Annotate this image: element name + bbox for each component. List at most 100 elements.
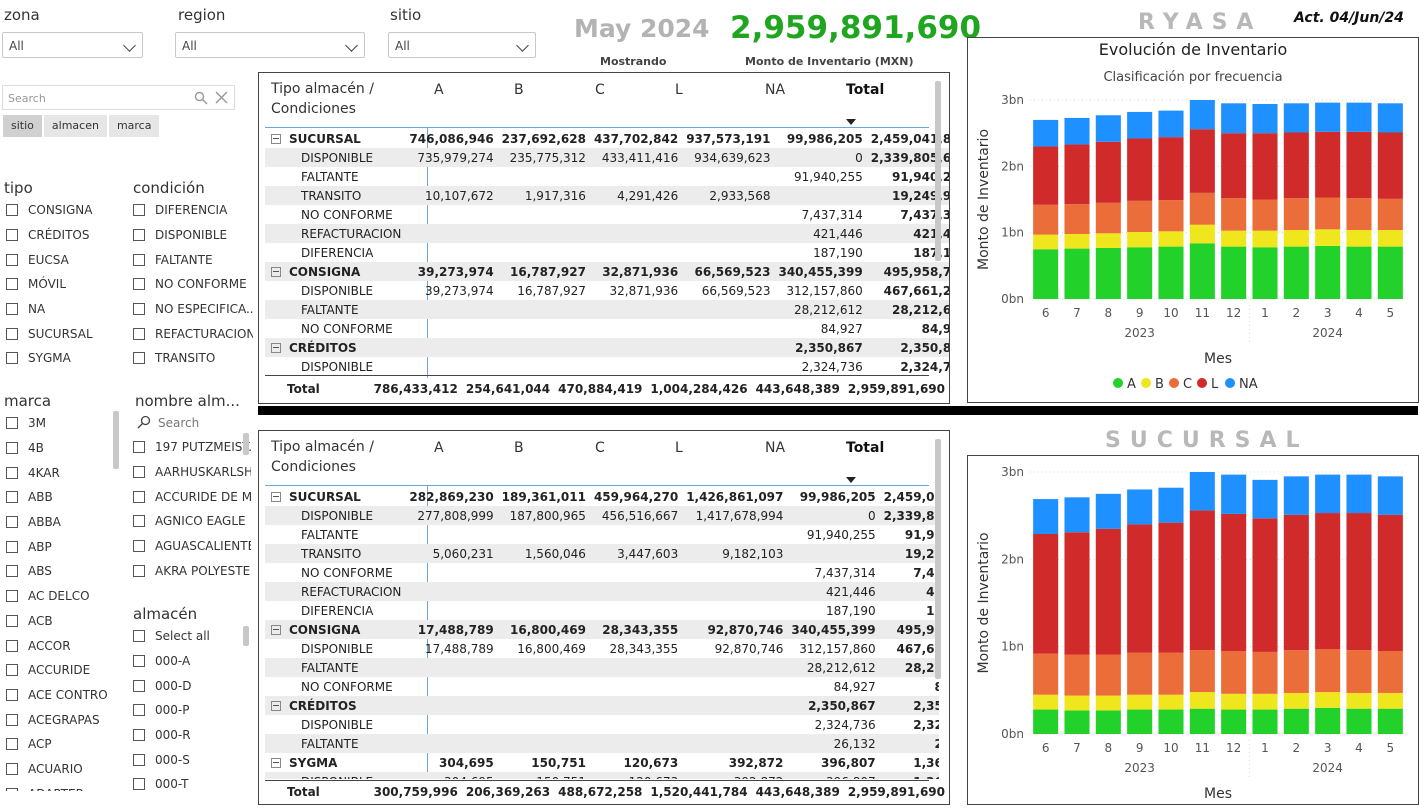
bar-segment-a[interactable] xyxy=(1377,708,1403,734)
bar-segment-na[interactable] xyxy=(1221,103,1247,134)
bar-segment-a[interactable] xyxy=(1189,708,1215,734)
bar-segment-a[interactable] xyxy=(1315,707,1341,734)
checkbox[interactable] xyxy=(133,441,145,454)
bar-segment-b[interactable] xyxy=(1064,695,1090,711)
bar-segment-a[interactable] xyxy=(1252,247,1278,299)
bar-segment-c[interactable] xyxy=(1252,651,1278,694)
bar-segment-a[interactable] xyxy=(1064,248,1090,299)
bar-segment-na[interactable] xyxy=(1064,117,1090,145)
bar-segment-na[interactable] xyxy=(1221,474,1247,514)
collapse-icon[interactable] xyxy=(271,267,281,277)
bar-segment-a[interactable] xyxy=(1283,708,1309,734)
checkbox[interactable] xyxy=(133,630,145,643)
checkbox[interactable] xyxy=(133,303,145,316)
bar-segment-a[interactable] xyxy=(1346,246,1372,299)
nombre-alm-item[interactable]: 197 PUTZMEIST... xyxy=(133,435,251,460)
bar-segment-l[interactable] xyxy=(1158,522,1184,653)
bar-segment-a[interactable] xyxy=(1283,246,1309,299)
checkbox[interactable] xyxy=(6,713,18,726)
marca-item[interactable]: ACP xyxy=(6,732,110,757)
checkbox[interactable] xyxy=(6,664,18,677)
bar-segment-c[interactable] xyxy=(1283,650,1309,693)
bar-segment-c[interactable] xyxy=(1189,650,1215,693)
bar-segment-c[interactable] xyxy=(1221,198,1247,231)
bar-segment-na[interactable] xyxy=(1158,487,1184,523)
checkbox[interactable] xyxy=(6,738,18,751)
checkbox[interactable] xyxy=(6,762,18,775)
tipo-item[interactable]: CONSIGNA xyxy=(6,198,124,223)
bar-segment-c[interactable] xyxy=(1377,198,1403,231)
checkbox[interactable] xyxy=(6,442,18,455)
collapse-icon[interactable] xyxy=(271,758,281,768)
bar-segment-b[interactable] xyxy=(1033,694,1059,710)
almacen-item[interactable]: 000-S xyxy=(133,747,241,772)
bar-segment-c[interactable] xyxy=(1221,651,1247,694)
bar-segment-a[interactable] xyxy=(1252,709,1278,734)
marca-item[interactable]: 4KAR xyxy=(6,460,110,485)
bar-segment-na[interactable] xyxy=(1158,110,1184,138)
bar-segment-l[interactable] xyxy=(1189,510,1215,651)
bar-segment-na[interactable] xyxy=(1377,103,1403,133)
bar-segment-l[interactable] xyxy=(1315,513,1341,650)
bar-segment-c[interactable] xyxy=(1283,198,1309,231)
checkbox[interactable] xyxy=(6,614,18,627)
group-row[interactable]: CONSIGNA 17,488,789 16,800,469 28,343,355 92… xyxy=(265,620,939,639)
condicion-item[interactable]: DISPONIBLE xyxy=(133,223,253,248)
bar-segment-l[interactable] xyxy=(1033,534,1059,654)
checkbox[interactable] xyxy=(6,590,18,603)
checkbox[interactable] xyxy=(133,729,145,742)
bar-segment-a[interactable] xyxy=(1221,709,1247,734)
collapse-icon[interactable] xyxy=(271,343,281,353)
bar-segment-na[interactable] xyxy=(1377,476,1403,515)
bar-segment-l[interactable] xyxy=(1252,133,1278,200)
bar-segment-b[interactable] xyxy=(1127,694,1153,710)
bar-segment-na[interactable] xyxy=(1095,115,1121,142)
condicion-item[interactable]: FALTANTE xyxy=(133,247,253,272)
group-row[interactable]: CONSIGNA 39,273,974 16,787,927 32,871,936 66… xyxy=(265,262,949,281)
bar-segment-l[interactable] xyxy=(1346,131,1372,199)
bar-segment-b[interactable] xyxy=(1221,693,1247,710)
nombre-alm-scrollbar[interactable] xyxy=(243,433,249,455)
bar-segment-b[interactable] xyxy=(1283,692,1309,709)
marca-item[interactable]: ACE CONTRO xyxy=(6,683,110,708)
checkbox[interactable] xyxy=(6,417,18,430)
bar-segment-l[interactable] xyxy=(1283,514,1309,651)
col-header-l[interactable]: L xyxy=(675,82,683,98)
bar-segment-na[interactable] xyxy=(1315,474,1341,514)
checkbox[interactable] xyxy=(133,704,145,717)
bar-segment-l[interactable] xyxy=(1346,513,1372,651)
bar-segment-b[interactable] xyxy=(1221,230,1247,247)
bar-segment-c[interactable] xyxy=(1127,200,1153,233)
bar-segment-a[interactable] xyxy=(1346,708,1372,734)
almacen-item[interactable]: 000-P xyxy=(133,698,241,723)
checkbox[interactable] xyxy=(6,540,18,553)
checkbox[interactable] xyxy=(6,787,18,791)
tipo-item[interactable]: NA xyxy=(6,297,124,322)
bar-segment-l[interactable] xyxy=(1283,132,1309,199)
field-tab-almacen[interactable]: almacen xyxy=(43,115,107,137)
collapse-icon[interactable] xyxy=(271,625,281,635)
collapse-icon[interactable] xyxy=(271,134,281,144)
col-header-total[interactable]: Total xyxy=(846,82,885,98)
bar-segment-l[interactable] xyxy=(1095,528,1121,655)
bar-segment-na[interactable] xyxy=(1346,474,1372,514)
tipo-item[interactable]: MÓVIL xyxy=(6,272,124,297)
checkbox[interactable] xyxy=(133,540,145,553)
checkbox[interactable] xyxy=(133,466,145,479)
marca-item[interactable]: 3M xyxy=(6,411,110,436)
nombre-alm-item[interactable]: AGUASCALIENTES xyxy=(133,534,251,559)
col-header-total[interactable]: Total xyxy=(846,440,885,456)
checkbox[interactable] xyxy=(133,352,145,365)
bar-segment-l[interactable] xyxy=(1033,146,1059,205)
checkbox[interactable] xyxy=(6,688,18,701)
checkbox[interactable] xyxy=(6,278,18,291)
field-tab-marca[interactable]: marca xyxy=(108,115,160,137)
bar-segment-b[interactable] xyxy=(1283,230,1309,247)
nombre-alm-item[interactable]: AKRA POLYESTE... xyxy=(133,558,251,583)
sitio-dropdown[interactable]: All xyxy=(388,32,536,58)
bar-segment-c[interactable] xyxy=(1158,200,1184,232)
bar-segment-l[interactable] xyxy=(1221,133,1247,199)
bar-segment-l[interactable] xyxy=(1127,138,1153,201)
nombre-alm-search[interactable]: Search xyxy=(158,416,200,430)
